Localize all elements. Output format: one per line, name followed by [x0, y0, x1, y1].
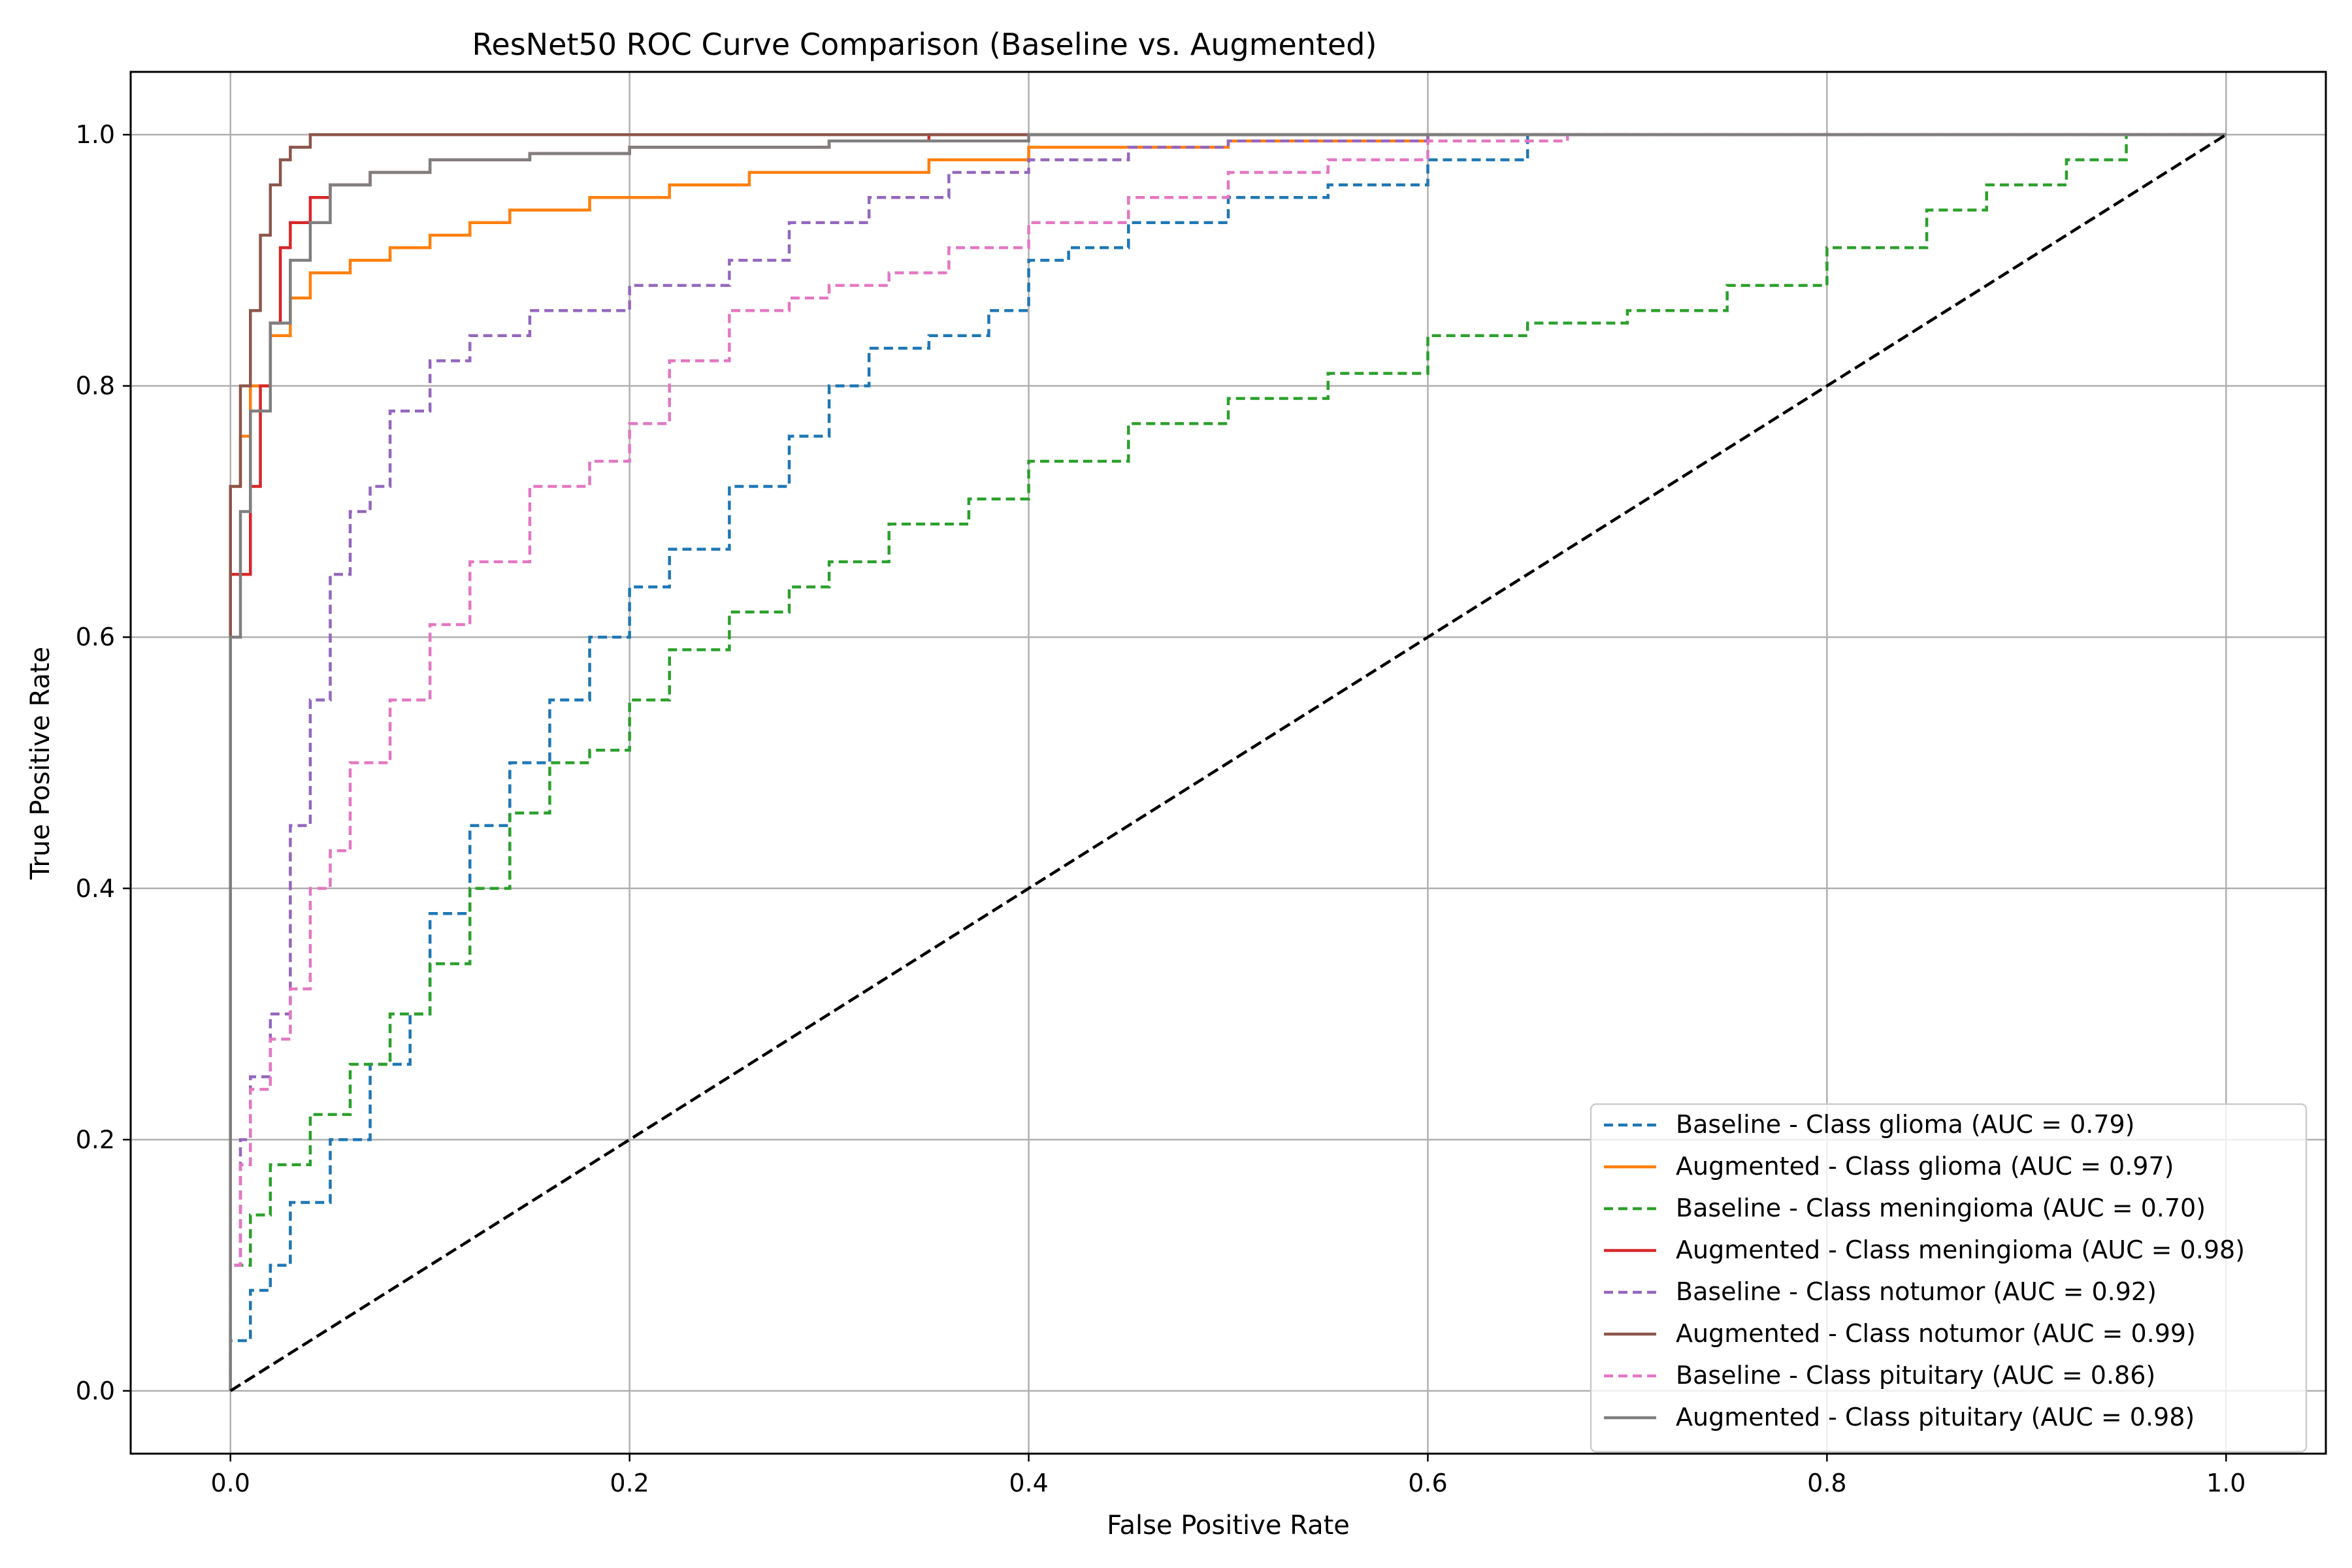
chance-diagonal-line — [229, 133, 2227, 1392]
x-tick-label: 0.2 — [610, 1469, 649, 1497]
plot-lines — [229, 133, 2227, 1392]
x-axis-label: False Positive Rate — [1107, 1511, 1350, 1541]
legend-label: Augmented - Class notumor (AUC = 0.99) — [1676, 1319, 2196, 1348]
x-tick-label: 0.8 — [1807, 1469, 1846, 1497]
legend-label: Baseline - Class notumor (AUC = 0.92) — [1676, 1277, 2157, 1306]
y-tick-label: 0.6 — [76, 623, 115, 651]
x-tick-label: 0.0 — [211, 1469, 250, 1497]
series-line-4 — [229, 133, 2227, 1391]
series-line-0 — [229, 133, 1648, 1391]
legend-label: Baseline - Class pituitary (AUC = 0.86) — [1676, 1361, 2155, 1390]
x-tick-label: 0.4 — [1009, 1469, 1048, 1497]
chart-title: ResNet50 ROC Curve Comparison (Baseline … — [472, 27, 1377, 62]
legend-label: Augmented - Class meningioma (AUC = 0.98… — [1676, 1235, 2245, 1264]
y-axis-label: True Positive Rate — [25, 647, 56, 880]
series-line-2 — [229, 133, 2227, 1391]
legend: Baseline - Class glioma (AUC = 0.79) Augm… — [1590, 1103, 2308, 1453]
legend-label: Baseline - Class meningioma (AUC = 0.70) — [1676, 1194, 2206, 1222]
legend-label: Baseline - Class glioma (AUC = 0.79) — [1676, 1110, 2135, 1139]
series-line-6 — [229, 133, 2227, 1391]
y-tick-label: 0.2 — [76, 1125, 115, 1154]
series-line-5 — [229, 133, 2227, 1391]
series-line-7 — [229, 133, 2227, 1391]
axis-ticks: 0.0 0.2 0.4 0.6 0.8 1.0 0.0 0.2 0.4 0.6 0.8 1.0 — [76, 120, 2246, 1497]
legend-label: Augmented - Class pituitary (AUC = 0.98) — [1676, 1403, 2195, 1431]
y-tick-label: 1.0 — [76, 120, 115, 149]
legend-label: Augmented - Class glioma (AUC = 0.97) — [1676, 1152, 2174, 1181]
y-tick-label: 0.4 — [76, 874, 115, 903]
y-tick-label: 0.8 — [76, 372, 115, 400]
x-tick-label: 0.6 — [1408, 1469, 1447, 1497]
y-tick-label: 0.0 — [76, 1377, 115, 1405]
x-tick-label: 1.0 — [2206, 1469, 2246, 1497]
plot-frame — [129, 71, 2327, 1455]
legend-box — [1590, 1103, 2308, 1453]
